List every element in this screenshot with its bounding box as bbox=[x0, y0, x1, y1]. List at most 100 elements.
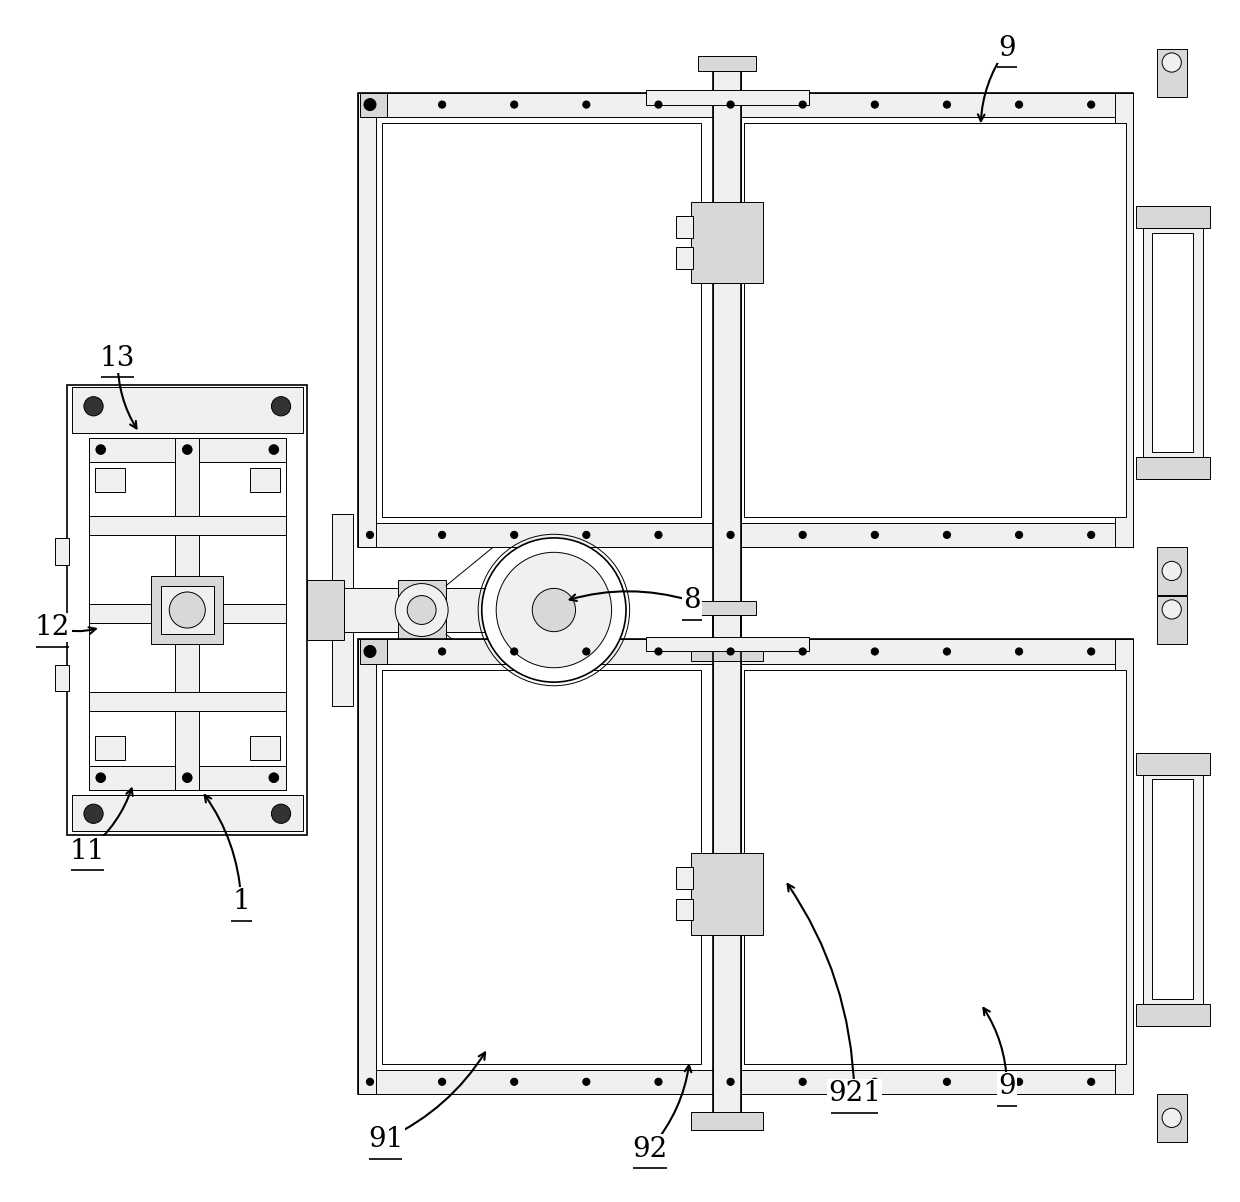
Bar bbox=[55, 538, 69, 565]
Bar bbox=[1157, 596, 1188, 644]
Bar bbox=[744, 123, 1126, 517]
Bar bbox=[358, 1070, 1133, 1094]
Bar bbox=[94, 468, 125, 492]
Circle shape bbox=[272, 804, 290, 823]
Bar bbox=[55, 665, 69, 691]
Bar bbox=[89, 516, 286, 535]
Circle shape bbox=[727, 648, 734, 655]
Bar bbox=[343, 589, 398, 632]
Bar bbox=[89, 766, 286, 790]
Text: 8: 8 bbox=[683, 588, 701, 614]
Circle shape bbox=[583, 101, 590, 108]
Circle shape bbox=[1162, 561, 1182, 581]
Circle shape bbox=[1162, 53, 1182, 72]
Circle shape bbox=[496, 552, 611, 668]
Text: 921: 921 bbox=[828, 1081, 880, 1107]
Circle shape bbox=[365, 645, 376, 657]
Text: 9: 9 bbox=[998, 1073, 1016, 1100]
Bar bbox=[677, 216, 693, 238]
Circle shape bbox=[583, 1078, 590, 1085]
Circle shape bbox=[272, 397, 290, 416]
Circle shape bbox=[1016, 531, 1023, 538]
Bar bbox=[677, 899, 693, 921]
Bar bbox=[161, 587, 213, 635]
Circle shape bbox=[1162, 1108, 1182, 1127]
Circle shape bbox=[407, 595, 436, 625]
Bar bbox=[713, 609, 742, 1124]
Bar bbox=[382, 123, 701, 517]
Circle shape bbox=[366, 531, 373, 538]
Circle shape bbox=[944, 531, 951, 538]
Circle shape bbox=[482, 538, 626, 683]
Circle shape bbox=[944, 1078, 951, 1085]
Bar bbox=[308, 581, 343, 639]
Circle shape bbox=[366, 101, 373, 108]
Bar bbox=[67, 385, 308, 835]
Bar bbox=[1157, 49, 1188, 97]
Bar bbox=[713, 609, 742, 1124]
Circle shape bbox=[944, 101, 951, 108]
Circle shape bbox=[1162, 600, 1182, 619]
Bar bbox=[677, 248, 693, 269]
Circle shape bbox=[269, 773, 279, 783]
Circle shape bbox=[366, 1078, 373, 1085]
Bar bbox=[691, 853, 763, 935]
Bar bbox=[358, 639, 1133, 664]
Text: 9: 9 bbox=[998, 35, 1016, 61]
Bar bbox=[358, 639, 1133, 1094]
Circle shape bbox=[799, 101, 806, 108]
Text: 91: 91 bbox=[368, 1126, 403, 1153]
Bar bbox=[398, 581, 445, 639]
Bar bbox=[1157, 547, 1188, 595]
Bar bbox=[361, 93, 387, 117]
Bar bbox=[1143, 752, 1203, 1025]
Bar bbox=[358, 93, 1133, 117]
Circle shape bbox=[872, 648, 878, 655]
Circle shape bbox=[269, 445, 279, 454]
Bar bbox=[1115, 639, 1133, 1094]
Bar bbox=[89, 438, 286, 790]
Circle shape bbox=[799, 1078, 806, 1085]
Bar bbox=[358, 93, 1133, 547]
Circle shape bbox=[655, 1078, 662, 1085]
Bar bbox=[89, 692, 286, 712]
Text: 12: 12 bbox=[35, 614, 71, 641]
Bar bbox=[89, 605, 286, 624]
Bar bbox=[151, 577, 223, 644]
Circle shape bbox=[532, 589, 575, 632]
Circle shape bbox=[872, 531, 878, 538]
Bar bbox=[713, 63, 742, 655]
Bar bbox=[358, 93, 376, 547]
Bar bbox=[1152, 233, 1193, 452]
Circle shape bbox=[511, 531, 518, 538]
Bar bbox=[698, 56, 756, 71]
Text: 1: 1 bbox=[232, 888, 250, 915]
Circle shape bbox=[1016, 648, 1023, 655]
Bar bbox=[1136, 207, 1210, 228]
Circle shape bbox=[366, 648, 373, 655]
Bar bbox=[1152, 779, 1193, 999]
Circle shape bbox=[799, 648, 806, 655]
Text: 92: 92 bbox=[632, 1136, 667, 1162]
Circle shape bbox=[1087, 531, 1095, 538]
Bar bbox=[249, 736, 280, 760]
Bar bbox=[94, 736, 125, 760]
Bar bbox=[72, 795, 303, 831]
Bar bbox=[331, 623, 353, 707]
Bar bbox=[89, 438, 286, 462]
Circle shape bbox=[439, 648, 445, 655]
Circle shape bbox=[365, 99, 376, 111]
Text: 11: 11 bbox=[69, 838, 105, 864]
Circle shape bbox=[1087, 1078, 1095, 1085]
Bar bbox=[677, 868, 693, 889]
Bar bbox=[713, 63, 742, 655]
Circle shape bbox=[1087, 101, 1095, 108]
Bar bbox=[249, 468, 280, 492]
Circle shape bbox=[655, 101, 662, 108]
Circle shape bbox=[1087, 648, 1095, 655]
Circle shape bbox=[583, 531, 590, 538]
Bar bbox=[361, 639, 387, 664]
Bar bbox=[1136, 1004, 1210, 1025]
Circle shape bbox=[182, 773, 192, 783]
Bar bbox=[72, 387, 303, 433]
